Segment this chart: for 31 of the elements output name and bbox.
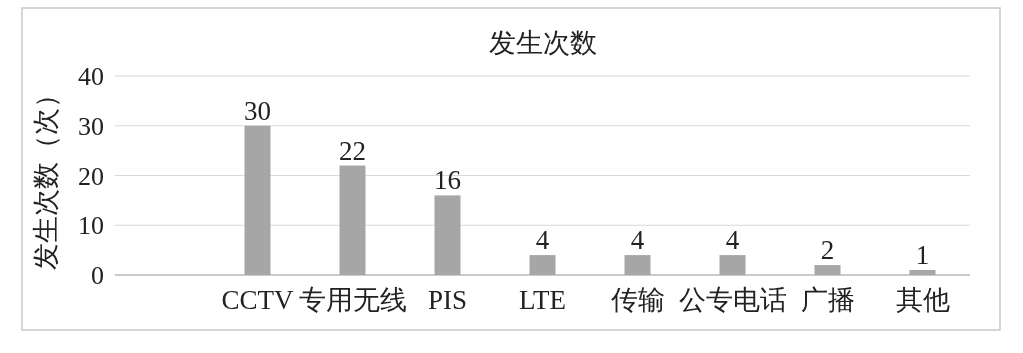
y-tick-label: 20: [78, 161, 104, 191]
y-tick-label: 10: [78, 211, 104, 241]
data-label: 1: [915, 240, 930, 271]
x-tick-label: 专用无线: [298, 285, 407, 315]
bar: [814, 265, 841, 275]
x-tick-label: LTE: [519, 285, 566, 315]
data-label: 2: [820, 235, 835, 266]
data-label: 16: [434, 165, 461, 196]
data-label: 4: [630, 225, 645, 256]
bar: [909, 270, 936, 275]
y-tick-label: 30: [78, 111, 104, 141]
bar: [339, 165, 366, 275]
bar: [434, 195, 461, 275]
data-label: 22: [339, 135, 366, 166]
x-tick-label: 公专电话: [678, 285, 787, 315]
x-tick-label: 传输: [610, 285, 665, 315]
bar: [529, 255, 556, 275]
chart-title: 发生次数: [488, 28, 597, 58]
x-tick-label: 广播: [800, 285, 855, 315]
y-axis-title: 发生次数（次）: [31, 81, 61, 270]
bar: [244, 125, 271, 275]
x-tick-label: PIS: [427, 285, 468, 315]
y-tick-label: 40: [78, 62, 104, 91]
x-tick-label: CCTV: [221, 285, 294, 315]
bar: [624, 255, 651, 275]
x-tick-label: 其他: [895, 285, 950, 315]
y-tick-label: 0: [91, 261, 104, 290]
data-label: 4: [535, 225, 550, 256]
data-label: 4: [725, 225, 740, 256]
data-label: 30: [244, 95, 271, 126]
bar: [719, 255, 746, 275]
